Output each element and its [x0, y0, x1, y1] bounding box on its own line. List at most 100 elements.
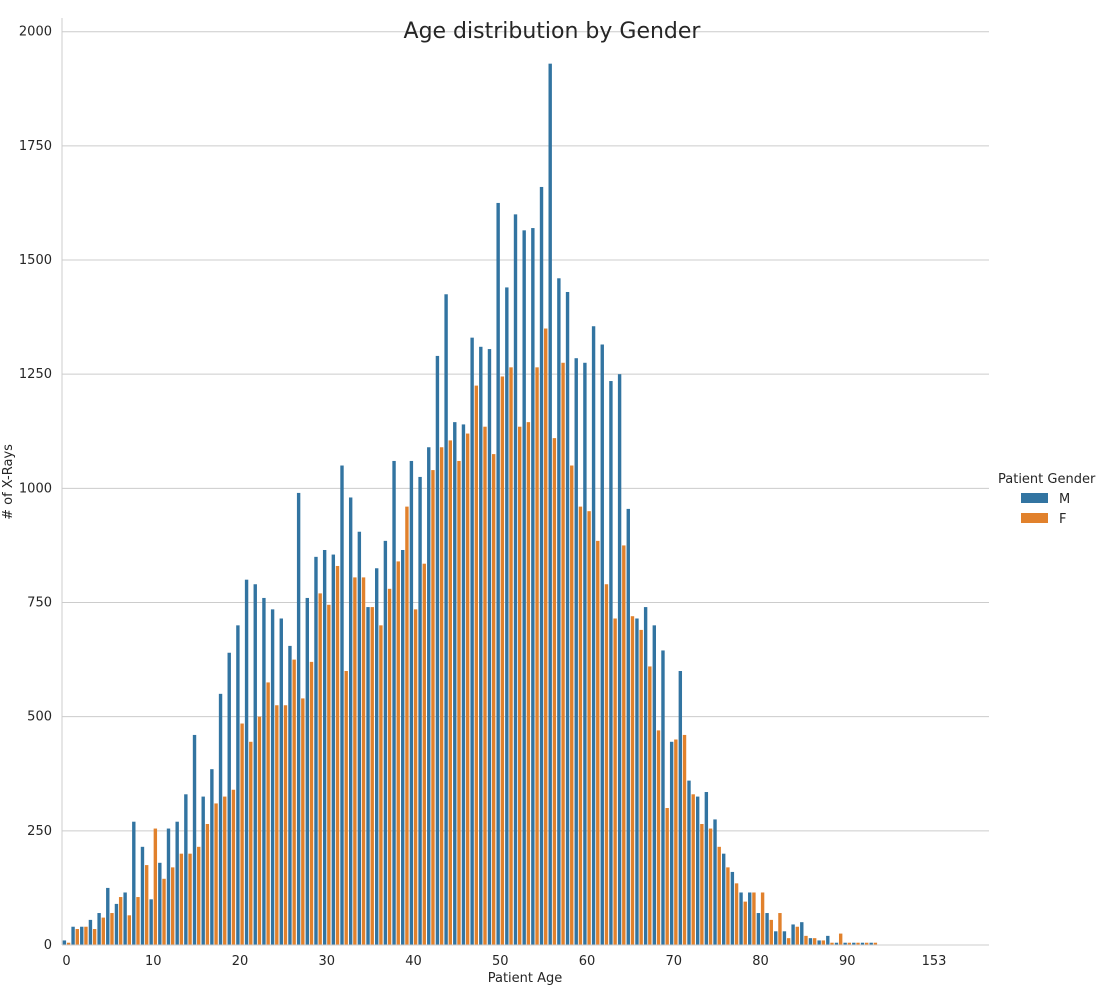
bar-f-age-37	[387, 588, 392, 945]
bar-m-age-50	[496, 202, 500, 945]
bar-f-age-66	[639, 629, 643, 945]
bar-f-age-71	[682, 734, 687, 945]
bar-f-age-49	[491, 454, 496, 945]
x-tick-label: 40	[405, 954, 422, 969]
y-tick-label: 1500	[19, 253, 52, 268]
bar-m-age-69	[661, 650, 665, 945]
bar-m-age-86	[808, 938, 813, 945]
bar-m-age-85	[800, 922, 804, 945]
y-tick-label: 1000	[19, 481, 52, 496]
x-tick-label: 10	[145, 954, 162, 969]
bar-f-age-74	[708, 828, 713, 945]
bar-m-age-23	[262, 597, 266, 945]
bar-m-age-24	[270, 609, 275, 945]
bar-m-age-52	[513, 214, 518, 945]
bar-f-age-24	[275, 705, 279, 945]
bar-m-age-64	[617, 374, 622, 945]
bar-m-age-19	[227, 652, 231, 945]
bar-m-age-77	[730, 871, 735, 945]
bar-m-age-84	[791, 924, 795, 945]
bar-m-age-14	[184, 794, 188, 945]
bar-m-age-65	[626, 508, 630, 945]
bar-m-age-46	[461, 424, 466, 946]
bar-f-age-10	[153, 828, 158, 945]
bar-m-age-2	[80, 926, 84, 945]
bar-m-age-54	[531, 228, 535, 946]
bar-m-age-59	[574, 358, 578, 945]
bar-f-age-52	[518, 426, 522, 945]
bar-f-age-29	[318, 593, 322, 945]
bar-f-age-23	[266, 682, 270, 945]
y-tick-label: 1250	[19, 367, 52, 382]
bar-f-age-42	[431, 470, 435, 945]
bar-f-age-93	[873, 942, 878, 945]
bar-m-age-35	[366, 607, 370, 945]
bar-m-age-15	[192, 734, 197, 945]
bar-f-age-8	[136, 897, 140, 945]
bar-m-age-76	[722, 853, 726, 945]
bar-f-age-26	[292, 659, 296, 945]
bar-m-age-68	[652, 625, 656, 945]
bar-f-age-6	[118, 897, 123, 945]
bar-m-age-74	[704, 792, 709, 945]
bar-f-age-38	[396, 561, 400, 945]
bar-m-age-6	[114, 903, 119, 945]
bar-f-age-25	[283, 705, 288, 945]
bar-f-age-91	[856, 942, 860, 945]
x-tick-labels: 0 10 20 30 40 50 60 70 80 90 153	[62, 954, 946, 969]
bar-m-age-43	[435, 355, 440, 946]
bar-m-age-73	[695, 796, 700, 945]
bar-f-age-87	[821, 940, 826, 945]
bar-m-age-36	[375, 568, 379, 945]
bar-f-age-89	[838, 933, 843, 945]
legend-title: Patient Gender	[998, 472, 1096, 487]
bar-m-age-17	[210, 769, 214, 945]
bar-m-age-22	[253, 584, 257, 945]
bar-m-age-8	[132, 821, 136, 945]
axes-layer	[61, 18, 989, 946]
bar-f-age-73	[700, 823, 704, 945]
bar-m-age-12	[166, 828, 171, 945]
bar-f-age-13	[179, 853, 184, 945]
bar-m-age-47	[470, 337, 474, 946]
bar-f-age-80	[760, 892, 765, 945]
bar-m-age-63	[609, 381, 613, 945]
y-axis-label: # of X-Rays	[1, 444, 16, 520]
bar-f-age-82	[778, 913, 782, 945]
bar-m-age-9	[140, 846, 145, 945]
bar-f-age-4	[101, 917, 105, 945]
legend-swatch-f	[1021, 513, 1048, 523]
bar-f-age-32	[344, 671, 348, 945]
y-tick-label: 500	[27, 710, 52, 725]
bar-m-age-66	[635, 618, 639, 945]
bar-m-age-33	[348, 497, 353, 945]
bar-m-age-62	[600, 344, 604, 946]
bar-m-age-45	[453, 422, 457, 945]
bar-f-age-67	[648, 666, 652, 945]
bar-m-age-20	[236, 625, 240, 945]
bar-f-age-17	[214, 803, 218, 945]
bar-f-age-19	[231, 789, 236, 945]
bar-f-age-78	[743, 901, 747, 945]
bar-f-age-56	[552, 438, 557, 945]
bar-f-age-28	[309, 661, 314, 945]
bar-f-age-39	[405, 506, 409, 945]
x-tick-label: 90	[839, 954, 856, 969]
bar-m-age-72	[687, 780, 691, 945]
bar-m-age-3	[88, 919, 93, 945]
bar-f-age-57	[561, 362, 565, 945]
bar-m-age-48	[479, 346, 483, 945]
bar-f-age-70	[674, 739, 678, 945]
bar-m-age-80	[756, 913, 761, 945]
bar-m-age-81	[765, 913, 769, 945]
y-tick-label: 250	[27, 824, 52, 839]
bar-f-age-22	[257, 716, 262, 945]
bar-f-age-14	[188, 853, 192, 945]
bar-f-age-68	[656, 730, 661, 945]
bar-m-age-34	[357, 531, 362, 945]
chart-title: Age distribution by Gender	[404, 19, 702, 44]
x-tick-label: 80	[752, 954, 769, 969]
y-tick-label: 750	[27, 596, 52, 611]
x-axis-label: Patient Age	[488, 971, 563, 986]
bar-f-age-69	[665, 808, 669, 945]
